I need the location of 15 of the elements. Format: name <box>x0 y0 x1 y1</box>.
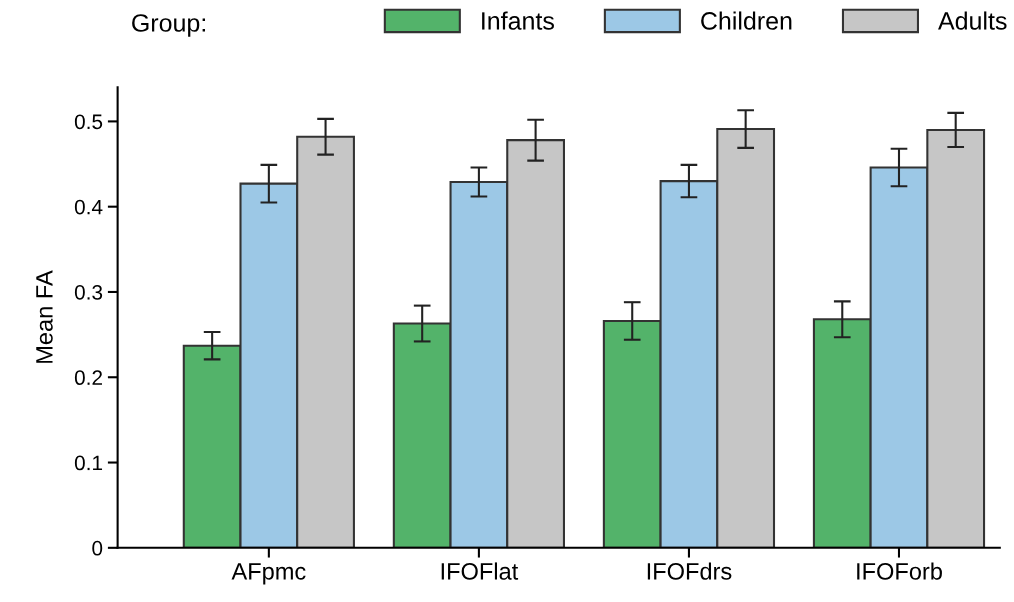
x-tick-label: IFOFdrs <box>647 562 732 580</box>
y-tick-label: 0.2 <box>74 370 102 386</box>
y-tick-label: 0.5 <box>74 114 103 130</box>
legend-title: Group: <box>132 14 205 37</box>
x-tick-label: AFpmc <box>231 563 306 585</box>
x-tick-label: IFOForb <box>857 562 942 580</box>
legend-label: Infants <box>482 11 554 30</box>
y-axis-title: Mean FA <box>36 270 53 363</box>
legend-label: Adults <box>938 11 1007 30</box>
y-tick-label: 0 <box>92 540 103 556</box>
legend-label: Children <box>701 11 792 30</box>
y-tick-label: 0.4 <box>74 199 103 215</box>
y-tick-label: 0.1 <box>74 455 103 471</box>
x-tick-label: IFOFlat <box>441 562 519 580</box>
y-tick-label: 0.3 <box>74 284 103 300</box>
